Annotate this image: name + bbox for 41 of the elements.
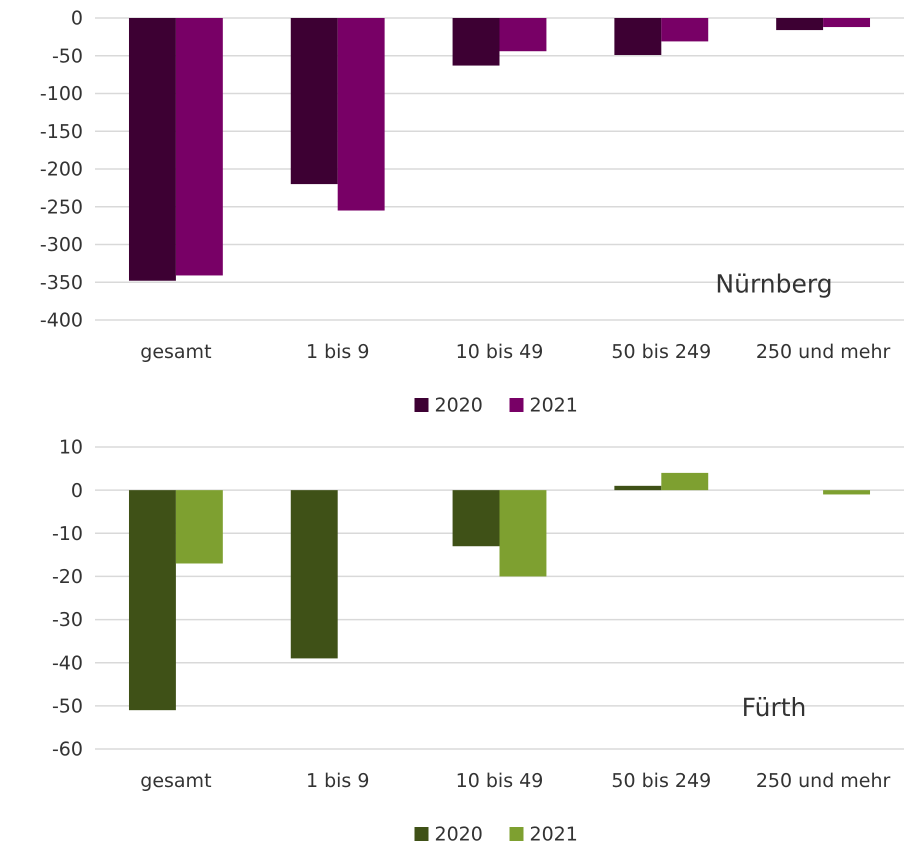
y-tick-label: -10 [52,522,83,545]
y-tick-label: -200 [40,158,83,181]
y-tick-label: -400 [40,310,83,332]
y-tick-label: 10 [58,436,83,459]
y-tick-label: -350 [40,272,83,294]
x-tick-label: 1 bis 9 [306,770,370,792]
y-tick-label: -50 [52,45,83,68]
annotation: Fürth [742,692,806,722]
x-tick-label: 50 bis 249 [611,341,712,363]
y-tick-label: -50 [52,696,83,718]
legend-label: 2020 [434,394,483,417]
legend-label: 2021 [530,824,578,843]
x-tick-label: 10 bis 49 [456,341,544,363]
legend-label: 2020 [434,824,483,843]
x-tick-label: gesamt [140,341,212,363]
legend-label: 2021 [530,394,578,417]
bar [452,490,500,546]
y-tick-label: -40 [52,652,83,674]
x-tick-label: 1 bis 9 [306,341,370,363]
y-tick-label: -250 [40,196,83,218]
annotation: Nürnberg [715,269,833,298]
x-tick-label: 10 bis 49 [456,770,544,792]
y-tick-label: -100 [40,83,83,106]
x-tick-label: gesamt [140,770,212,792]
bar [614,486,662,490]
y-tick-label: -300 [40,234,83,256]
y-tick-label: -30 [52,609,83,632]
bar [661,472,708,490]
bar [128,490,176,710]
x-tick-label: 50 bis 249 [611,770,712,792]
y-tick-label: 0 [70,480,83,502]
y-tick-label: -150 [40,120,83,143]
bar [500,490,546,576]
bar [823,490,870,494]
y-tick-label: -60 [52,738,83,761]
y-tick-label: 0 [70,8,83,30]
y-tick-label: -20 [52,566,83,588]
x-tick-label: 250 und mehr [756,770,891,792]
bar [290,490,338,658]
x-tick-label: 250 und mehr [756,341,891,363]
bar [176,490,223,564]
